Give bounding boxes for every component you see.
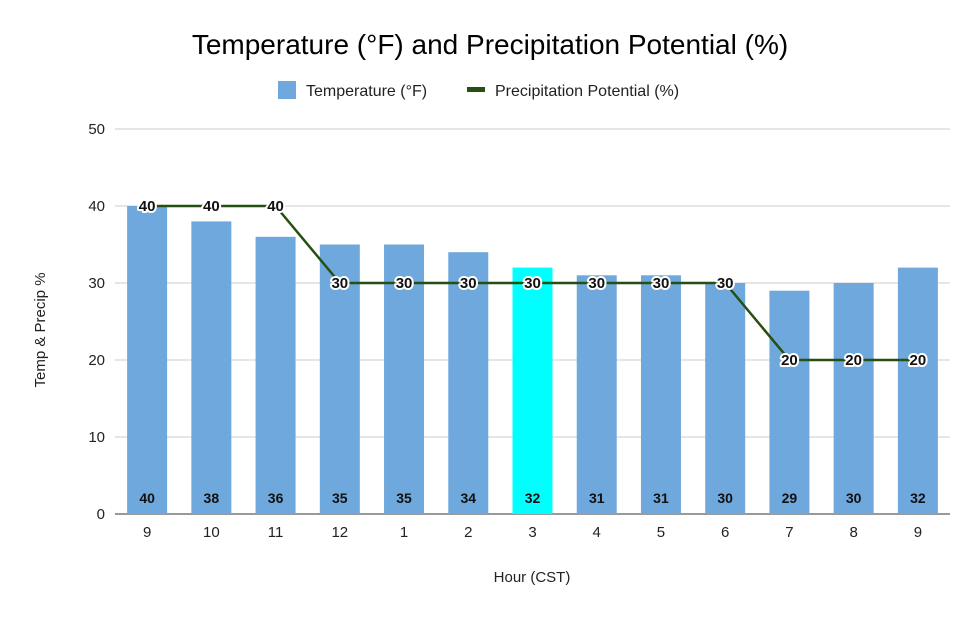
temperature-data-label: 35 — [396, 490, 412, 506]
precipitation-data-label: 30 — [396, 275, 413, 292]
precipitation-data-label: 20 — [845, 352, 862, 369]
y-tick-label: 50 — [88, 121, 105, 138]
x-tick-label: 7 — [785, 524, 793, 541]
precipitation-data-label: 20 — [910, 352, 927, 369]
temperature-data-label: 31 — [653, 490, 669, 506]
legend-label-precipitation: Precipitation Potential (%) — [495, 83, 679, 100]
temperature-bar — [255, 236, 296, 515]
temperature-bar-labels: 40 38 36 35 35 34 32 31 31 30 29 30 32 — [139, 490, 926, 506]
x-tick-label: 1 — [400, 524, 408, 541]
x-tick-label: 12 — [331, 524, 348, 541]
temperature-bar — [512, 267, 553, 514]
y-axis-ticks: 0 10 20 30 40 50 — [88, 121, 105, 523]
temperature-bar — [705, 283, 746, 514]
precipitation-labels: 40 40 40 30 30 30 30 30 30 30 20 20 20 — [137, 196, 928, 371]
x-tick-label: 10 — [203, 524, 220, 541]
legend: Temperature (°F) Precipitation Potential… — [278, 81, 679, 100]
x-axis-ticks: 9 10 11 12 1 2 3 4 5 6 7 8 9 — [143, 524, 922, 541]
y-tick-label: 0 — [97, 506, 105, 523]
temperature-bar — [448, 252, 489, 514]
temperature-bar — [833, 283, 874, 514]
temperature-bar — [897, 267, 938, 514]
precipitation-data-label: 30 — [524, 275, 541, 292]
temperature-data-label: 36 — [268, 490, 284, 506]
temperature-bar — [191, 221, 232, 514]
temperature-bar — [576, 275, 617, 514]
precipitation-data-label: 40 — [139, 198, 156, 215]
y-tick-label: 10 — [88, 429, 105, 446]
temperature-data-label: 31 — [589, 490, 605, 506]
temperature-bar — [384, 244, 425, 514]
x-tick-label: 6 — [721, 524, 729, 541]
precipitation-data-label: 30 — [653, 275, 670, 292]
precipitation-data-label: 30 — [460, 275, 477, 292]
x-tick-label: 9 — [914, 524, 922, 541]
x-tick-label: 5 — [657, 524, 665, 541]
temperature-bar — [127, 206, 168, 514]
temperature-data-label: 40 — [139, 490, 155, 506]
y-tick-label: 30 — [88, 275, 105, 292]
legend-swatch-temperature — [278, 81, 296, 99]
temperature-data-label: 35 — [332, 490, 348, 506]
x-tick-label: 3 — [528, 524, 536, 541]
chart-title: Temperature (°F) and Precipitation Poten… — [192, 29, 788, 60]
temperature-bar — [319, 244, 360, 514]
x-axis-title: Hour (CST) — [494, 569, 571, 586]
precipitation-line — [147, 204, 918, 362]
temperature-bar — [769, 290, 810, 514]
x-tick-label: 2 — [464, 524, 472, 541]
temperature-data-label: 29 — [782, 490, 798, 506]
temperature-data-label: 32 — [910, 490, 926, 506]
temperature-data-label: 38 — [204, 490, 220, 506]
precipitation-data-label: 40 — [267, 198, 284, 215]
x-tick-label: 4 — [593, 524, 601, 541]
x-tick-label: 9 — [143, 524, 151, 541]
y-tick-label: 40 — [88, 198, 105, 215]
x-tick-label: 8 — [849, 524, 857, 541]
precipitation-line-layer — [147, 204, 918, 362]
y-tick-label: 20 — [88, 352, 105, 369]
precipitation-data-label: 40 — [203, 198, 220, 215]
temperature-data-label: 34 — [460, 490, 476, 506]
precipitation-data-label: 30 — [588, 275, 605, 292]
temperature-data-label: 30 — [717, 490, 733, 506]
legend-swatch-precipitation — [467, 87, 485, 92]
legend-label-temperature: Temperature (°F) — [306, 83, 427, 100]
temperature-bars — [127, 206, 938, 515]
temperature-data-label: 32 — [525, 490, 541, 506]
y-axis-title: Temp & Precip % — [32, 272, 49, 387]
precipitation-data-label: 30 — [331, 275, 348, 292]
precipitation-data-label: 20 — [781, 352, 798, 369]
temperature-bar — [640, 275, 681, 514]
precipitation-data-label: 30 — [717, 275, 734, 292]
x-tick-label: 11 — [268, 524, 284, 541]
temperature-data-label: 30 — [846, 490, 862, 506]
